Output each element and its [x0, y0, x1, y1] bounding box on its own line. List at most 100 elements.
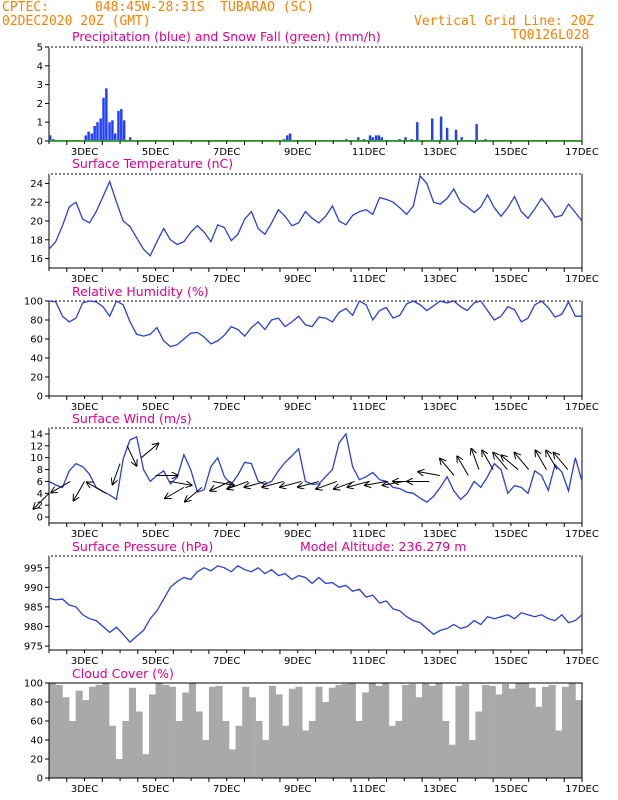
cloud-cloud-bar — [522, 683, 530, 778]
precip-bar — [357, 137, 360, 141]
pres-xtick-label: 15DEC — [494, 656, 528, 667]
cloud-cloud-bar — [515, 683, 523, 778]
precip-bar — [288, 133, 292, 141]
rh-xtick-label: 13DEC — [423, 402, 457, 413]
rh-ytick-label: 20 — [30, 373, 43, 384]
wind-vector — [546, 451, 558, 470]
temp-line — [48, 174, 583, 257]
cloud-cloud-bar — [482, 684, 490, 778]
wind-vector — [334, 480, 355, 489]
temp-xtick-label: 7DEC — [213, 274, 240, 285]
wind-vector — [457, 456, 469, 476]
rh-title: Relative Humidity (%) — [72, 284, 209, 299]
precip-bar — [96, 122, 99, 141]
cloud-cloud-bar — [335, 684, 343, 778]
cloud-cloud-bar — [142, 754, 150, 778]
cloud-cloud-bar — [348, 683, 356, 778]
precip-bar — [416, 122, 419, 141]
rh-xtick-label: 9DEC — [284, 402, 311, 413]
temp-panel: 16 18 20 22 24 3DEC 5DEC 7DEC 9DEC 11DEC 13DEC 15DE… — [30, 173, 599, 285]
precip-bar — [84, 135, 87, 141]
temp-ytick-label: 24 — [30, 179, 43, 190]
cloud-cloud-bar — [222, 721, 230, 778]
header-source: CPTEC: — [2, 0, 49, 15]
header-location: 048:45W-28:31S TUBARAO (SC) — [95, 0, 315, 15]
cloud-cloud-bar — [248, 697, 256, 778]
wind-vector — [87, 482, 107, 494]
temp-title: Surface Temperature (nC) — [72, 156, 234, 171]
cloud-cloud-bar — [228, 749, 236, 778]
cloud-cloud-bar — [468, 740, 476, 778]
wind-ytick-label: 10 — [30, 453, 43, 464]
cloud-panel: 0 20 40 60 80 100 3DEC 5DEC 7DEC 9DEC 11DEC 13DEC 15… — [24, 679, 599, 796]
wind-vector — [501, 455, 519, 470]
pres-xtick-label: 7DEC — [213, 656, 240, 667]
wind-vector — [169, 481, 192, 485]
temp-ytick-label: 16 — [30, 254, 43, 265]
cloud-cloud-bar — [382, 683, 390, 778]
temp-xtick-label: 11DEC — [352, 274, 386, 285]
precip-frame — [48, 46, 583, 142]
header-date: 02DEC2020 20Z (GMT) — [2, 14, 151, 29]
pres-xtick-label: 9DEC — [284, 656, 311, 667]
cloud-xtick-label: 5DEC — [142, 784, 169, 795]
precip-bar — [439, 116, 443, 141]
header-grid-note: Vertical Grid Line: 20Z — [414, 14, 595, 29]
cloud-cloud-bar — [55, 684, 63, 778]
cloud-cloud-bar — [562, 686, 570, 778]
cloud-cloud-bar — [288, 688, 296, 778]
precip-xtick-label: 11DEC — [352, 147, 386, 158]
cloud-cloud-bar — [428, 685, 436, 778]
cloud-xtick-label: 13DEC — [423, 784, 457, 795]
precip-bar — [87, 131, 90, 141]
wind-ytick-label: 6 — [37, 477, 43, 488]
altitude-label: Model Altitude: 236.279 m — [300, 539, 467, 554]
temp-xtick-label: 13DEC — [423, 274, 457, 285]
temp-xtick-label: 17DEC — [565, 274, 599, 285]
precip-ytick-label: 1 — [37, 118, 43, 129]
wind-vector — [348, 480, 369, 487]
rh-line — [48, 300, 582, 348]
cloud-cloud-bar — [422, 683, 430, 778]
cloud-cloud-bar — [102, 683, 110, 778]
cloud-ytick-label: 60 — [30, 717, 43, 728]
cloud-ytick-label: 80 — [30, 698, 43, 709]
cloud-cloud-bar — [115, 759, 123, 778]
rh-xtick-label: 5DEC — [142, 402, 169, 413]
cloud-cloud-bar — [242, 686, 250, 778]
cloud-cloud-bar — [148, 694, 156, 778]
temp-xtick-label: 3DEC — [71, 274, 98, 285]
pres-ytick-label: 975 — [24, 642, 43, 653]
cloud-cloud-bar — [388, 725, 396, 778]
precip-xtick-label: 7DEC — [213, 147, 240, 158]
pres-xtick-label: 5DEC — [142, 656, 169, 667]
rh-xtick-label: 17DEC — [565, 402, 599, 413]
temp-xtick-label: 15DEC — [494, 274, 528, 285]
precip-ytick-label: 3 — [37, 80, 43, 91]
rh-ytick-label: 0 — [37, 392, 43, 403]
cloud-cloud-bar — [315, 686, 323, 778]
pres-xtick-label: 3DEC — [71, 656, 98, 667]
wind-ytick-label: 8 — [37, 465, 43, 476]
cloud-cloud-bar — [568, 683, 576, 778]
wind-vector — [165, 486, 185, 498]
cloud-cloud-bar — [508, 688, 516, 778]
precip-bar — [111, 120, 114, 141]
cloud-cloud-bar — [548, 684, 556, 778]
precip-bar — [430, 118, 434, 141]
cloud-cloud-bar — [488, 685, 496, 778]
wind-vector — [493, 453, 508, 470]
wind-xtick-label: 5DEC — [142, 529, 169, 540]
precip-ytick-label: 4 — [37, 61, 43, 72]
wind-ytick-label: 12 — [30, 441, 43, 452]
wind-xtick-label: 7DEC — [213, 529, 240, 540]
wind-vector — [535, 451, 547, 470]
cloud-cloud-bar — [122, 721, 130, 778]
rh-xtick-label: 11DEC — [352, 402, 386, 413]
cloud-cloud-bar — [262, 740, 270, 778]
precip-bar — [102, 97, 105, 141]
cloud-cloud-bar — [395, 721, 403, 778]
cloud-cloud-bar — [275, 694, 283, 778]
precip-bar — [108, 122, 111, 141]
rh-panel: 0 20 40 60 80 100 3DEC 5DEC 7DEC 9DEC 11DEC 13DEC 15… — [24, 297, 599, 414]
